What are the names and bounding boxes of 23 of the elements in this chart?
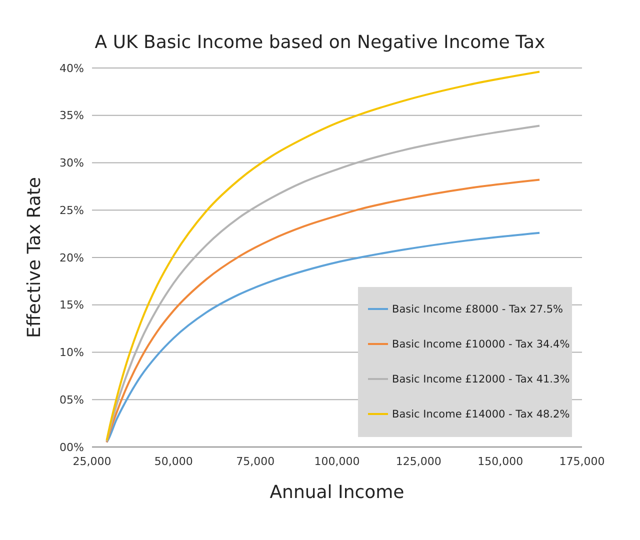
chart-title: A UK Basic Income based on Negative Income Tax <box>94 32 546 53</box>
x-tick-label: 100,000 <box>314 455 360 468</box>
y-tick-label: 40% <box>60 62 84 75</box>
y-axis-title: Effective Tax Rate <box>24 177 45 338</box>
y-tick-label: 30% <box>60 156 84 170</box>
legend-label: Basic Income £10000 - Tax 34.4% <box>392 338 570 351</box>
legend-label: Basic Income £12000 - Tax 41.3% <box>392 374 570 386</box>
y-tick-label: 00% <box>60 440 84 454</box>
x-tick-label: 75,000 <box>236 455 275 468</box>
x-axis-title: Annual Income <box>270 482 404 503</box>
y-tick-label: 15% <box>60 298 84 312</box>
x-tick-label: 125,000 <box>396 455 442 468</box>
x-tick-label: 50,000 <box>154 455 193 468</box>
y-tick-label: 25% <box>60 204 84 217</box>
legend-label: Basic Income £14000 - Tax 48.2% <box>392 408 570 421</box>
y-tick-label: 35% <box>60 109 84 122</box>
x-tick-label: 150,000 <box>478 455 524 468</box>
x-tick-label: 25,000 <box>72 455 112 468</box>
y-tick-label: 20% <box>60 251 84 264</box>
y-tick-label: 10% <box>60 346 84 360</box>
legend-label: Basic Income £8000 - Tax 27.5% <box>392 304 564 316</box>
y-tick-label: 05% <box>60 393 84 406</box>
x-tick-label: 175,000 <box>559 455 605 468</box>
